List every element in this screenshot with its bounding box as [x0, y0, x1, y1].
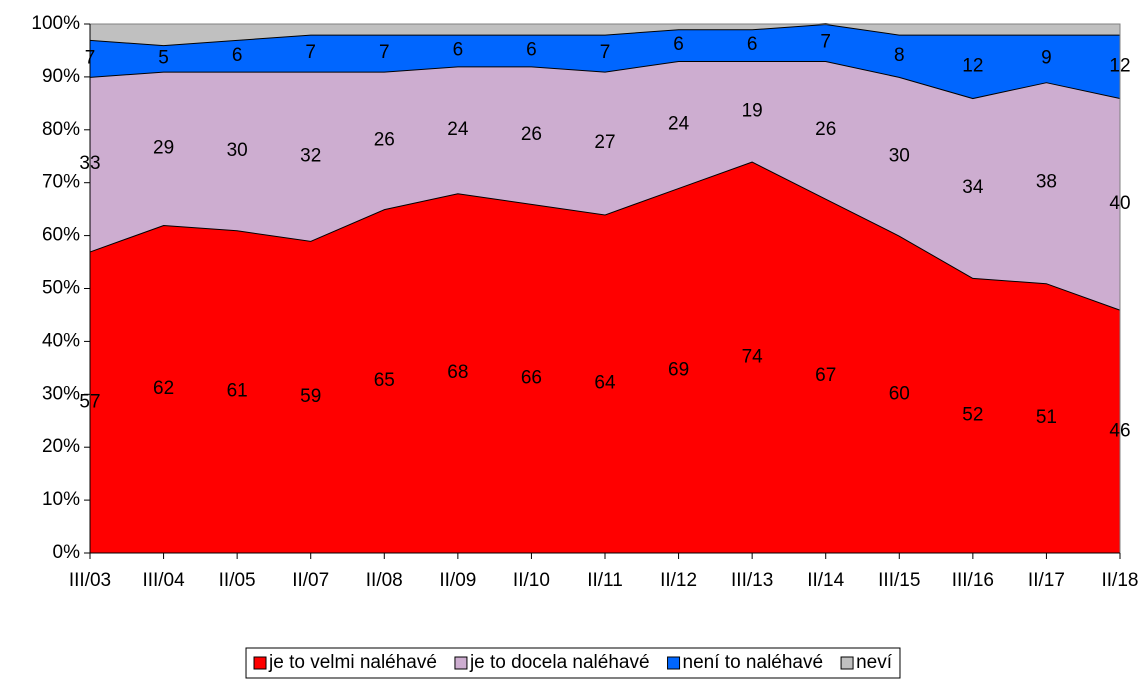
- x-tick-label: III/13: [731, 570, 773, 591]
- y-tick-label: 40%: [42, 330, 80, 351]
- data-label: 74: [742, 346, 764, 367]
- data-label: 57: [79, 391, 100, 412]
- x-tick-label: II/14: [807, 570, 844, 591]
- data-label: 33: [79, 153, 100, 174]
- data-label: 62: [153, 378, 174, 399]
- y-tick-label: 80%: [42, 119, 80, 140]
- data-label: 26: [521, 124, 542, 145]
- x-tick-label: II/12: [660, 570, 697, 591]
- data-label: 6: [526, 39, 537, 60]
- y-tick-label: 90%: [42, 66, 80, 87]
- data-label: 30: [227, 140, 248, 161]
- data-label: 8: [894, 45, 905, 66]
- data-label: 51: [1036, 407, 1057, 428]
- data-label: 12: [1109, 55, 1130, 76]
- x-tick-label: III/15: [878, 570, 920, 591]
- data-label: 7: [820, 32, 831, 53]
- data-label: 9: [1041, 47, 1052, 68]
- area: [90, 24, 1120, 46]
- data-label: 34: [962, 177, 984, 198]
- data-label: 66: [521, 367, 542, 388]
- x-tick-label: II/11: [587, 570, 623, 591]
- legend-label: je to docela naléhavé: [469, 652, 650, 673]
- data-label: 26: [815, 119, 836, 140]
- data-label: 6: [453, 39, 464, 60]
- legend-frame: [245, 647, 901, 679]
- data-label: 67: [815, 365, 836, 386]
- data-label: 65: [374, 370, 395, 391]
- data-label: 12: [962, 55, 983, 76]
- data-label: 7: [85, 47, 96, 68]
- data-label: 7: [600, 42, 611, 63]
- area: [90, 161, 1120, 554]
- x-tick-label: II/05: [219, 570, 256, 591]
- data-label: 7: [379, 42, 390, 63]
- data-label: 26: [374, 129, 395, 150]
- data-label: 69: [668, 360, 689, 381]
- data-label: 19: [742, 100, 763, 121]
- legend: je to velmi naléhavé je to docela naléhav…: [245, 647, 901, 679]
- data-label: 52: [962, 404, 983, 425]
- x-tick-label: II/08: [366, 570, 403, 591]
- legend-label: neví: [856, 652, 893, 673]
- legend-swatch: [253, 656, 267, 670]
- x-tick-label: II/10: [513, 570, 550, 591]
- data-label: 59: [300, 386, 321, 407]
- data-label: 24: [447, 119, 469, 140]
- data-label: 40: [1109, 193, 1130, 214]
- area: [90, 24, 1120, 99]
- data-label: 64: [594, 373, 616, 394]
- data-label: 6: [673, 34, 684, 55]
- data-label: 6: [232, 45, 243, 66]
- data-label: 38: [1036, 172, 1057, 193]
- area: [90, 61, 1120, 310]
- data-label: 29: [153, 137, 174, 158]
- y-tick-label: 30%: [42, 383, 80, 404]
- y-tick-label: 0%: [53, 542, 81, 563]
- legend-label: není to naléhavé: [683, 652, 824, 673]
- y-tick-label: 10%: [42, 489, 80, 510]
- y-tick-label: 20%: [42, 436, 80, 457]
- x-tick-label: II/07: [292, 570, 329, 591]
- data-label: 46: [1109, 420, 1130, 441]
- legend-swatch: [840, 656, 854, 670]
- y-tick-label: 60%: [42, 225, 80, 246]
- x-tick-label: III/16: [952, 570, 994, 591]
- data-label: 6: [747, 34, 758, 55]
- y-tick-label: 70%: [42, 172, 80, 193]
- data-label: 32: [300, 145, 321, 166]
- legend-label: je to velmi naléhavé: [268, 652, 437, 673]
- legend-swatch: [454, 656, 468, 670]
- x-tick-label: II/09: [439, 570, 476, 591]
- x-tick-label: III/04: [142, 570, 185, 591]
- data-label: 61: [227, 381, 248, 402]
- x-tick-label: II/17: [1028, 570, 1065, 591]
- x-tick-label: III/03: [69, 570, 111, 591]
- data-label: 7: [305, 42, 316, 63]
- data-label: 30: [889, 145, 910, 166]
- data-label: 5: [158, 47, 169, 68]
- data-label: 60: [889, 383, 910, 404]
- y-tick-label: 50%: [42, 278, 80, 299]
- data-label: 68: [447, 362, 468, 383]
- y-tick-label: 100%: [31, 13, 80, 34]
- x-tick-label: II/18: [1102, 570, 1139, 591]
- data-label: 27: [594, 132, 615, 153]
- data-label: 24: [668, 114, 690, 135]
- legend-swatch: [667, 656, 681, 670]
